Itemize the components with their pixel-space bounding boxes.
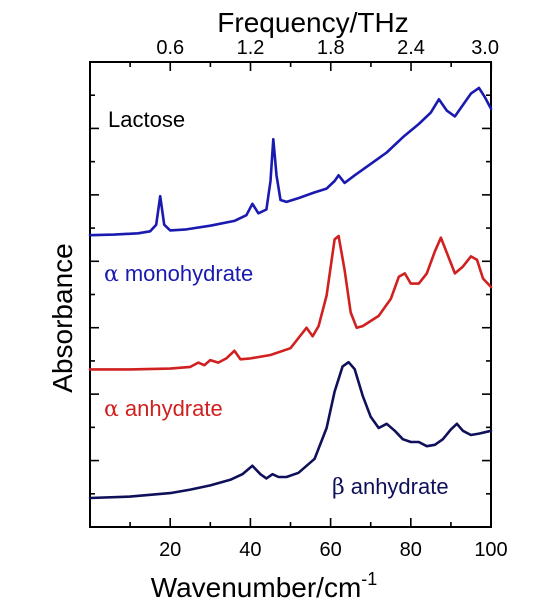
x-axis-title-superscript: -1 — [361, 569, 377, 589]
anhydrate-text: anhydrate — [125, 396, 223, 421]
x-tick-label: 100 — [474, 539, 507, 561]
series-group — [88, 86, 493, 500]
monohydrate-text: monohydrate — [125, 261, 253, 286]
anhydrate-text: anhydrate — [351, 474, 449, 499]
top-tick-label: 2.4 — [397, 37, 425, 59]
x-tick-label: 20 — [159, 539, 181, 561]
alpha-symbol: α — [104, 262, 119, 287]
series-line — [88, 86, 493, 237]
x-axis-title: Wavenumber/cm-1 — [151, 569, 378, 603]
beta-symbol: β — [332, 475, 345, 500]
x-tick-label: 40 — [239, 539, 261, 561]
series-line — [88, 234, 493, 371]
x-axis-title-main: Wavenumber/cm — [151, 572, 362, 603]
y-axis-title: Absorbance — [47, 243, 78, 392]
x-tick-label: 60 — [319, 539, 341, 561]
top-tick-label: 3.0 — [471, 37, 499, 59]
series-line — [88, 360, 493, 500]
annotation-beta-anhydrate: β anhydrate — [332, 474, 449, 500]
alpha-symbol: α — [104, 397, 119, 422]
top-tick-label: 1.8 — [317, 37, 345, 59]
annotation-alpha-anhydrate: α anhydrate — [104, 396, 223, 422]
annotation-alpha-monohydrate: α monohydrate — [104, 261, 253, 287]
top-tick-label: 1.2 — [237, 37, 265, 59]
x-tick-label: 80 — [400, 539, 422, 561]
annotation-lactose: Lactose — [108, 107, 185, 132]
ticks-group: 20 40 60 80 100 0.6 1.2 1.8 2.4 3.0 — [90, 37, 508, 561]
top-tick-label: 0.6 — [156, 37, 184, 59]
top-axis-title: Frequency/THz — [217, 7, 408, 38]
